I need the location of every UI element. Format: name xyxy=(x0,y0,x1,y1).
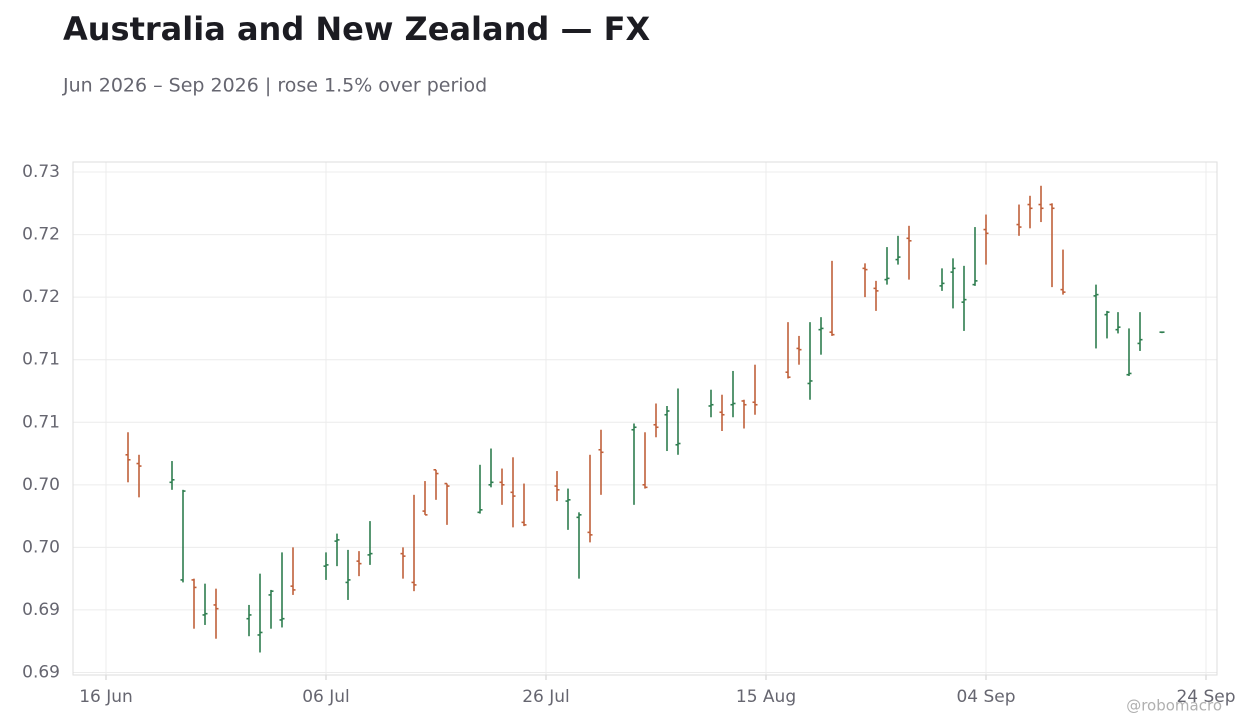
x-tick-label: 26 Jul xyxy=(522,687,570,707)
y-tick-label: 0.72 xyxy=(22,287,60,307)
y-tick-label: 0.72 xyxy=(22,225,60,245)
y-tick-label: 0.70 xyxy=(22,537,60,557)
y-tick-label: 0.70 xyxy=(22,475,60,495)
x-tick-label: 06 Jul xyxy=(302,687,350,707)
y-tick-label: 0.69 xyxy=(22,600,60,620)
x-tick-label: 04 Sep xyxy=(956,687,1015,707)
y-tick-label: 0.69 xyxy=(22,662,60,682)
x-tick-label: 16 Jun xyxy=(79,687,133,707)
y-tick-label: 0.73 xyxy=(22,162,60,182)
x-tick-label: 15 Aug xyxy=(736,687,796,707)
chart-title: Australia and New Zealand — FX xyxy=(63,10,650,48)
y-tick-label: 0.71 xyxy=(22,412,60,432)
plot-frame xyxy=(72,161,1218,676)
y-tick-label: 0.71 xyxy=(22,350,60,370)
watermark: @robomacro xyxy=(1126,697,1222,715)
x-tick-label: 24 Sep xyxy=(1176,687,1235,707)
chart-subtitle: Jun 2026 – Sep 2026 | rose 1.5% over per… xyxy=(62,75,487,97)
